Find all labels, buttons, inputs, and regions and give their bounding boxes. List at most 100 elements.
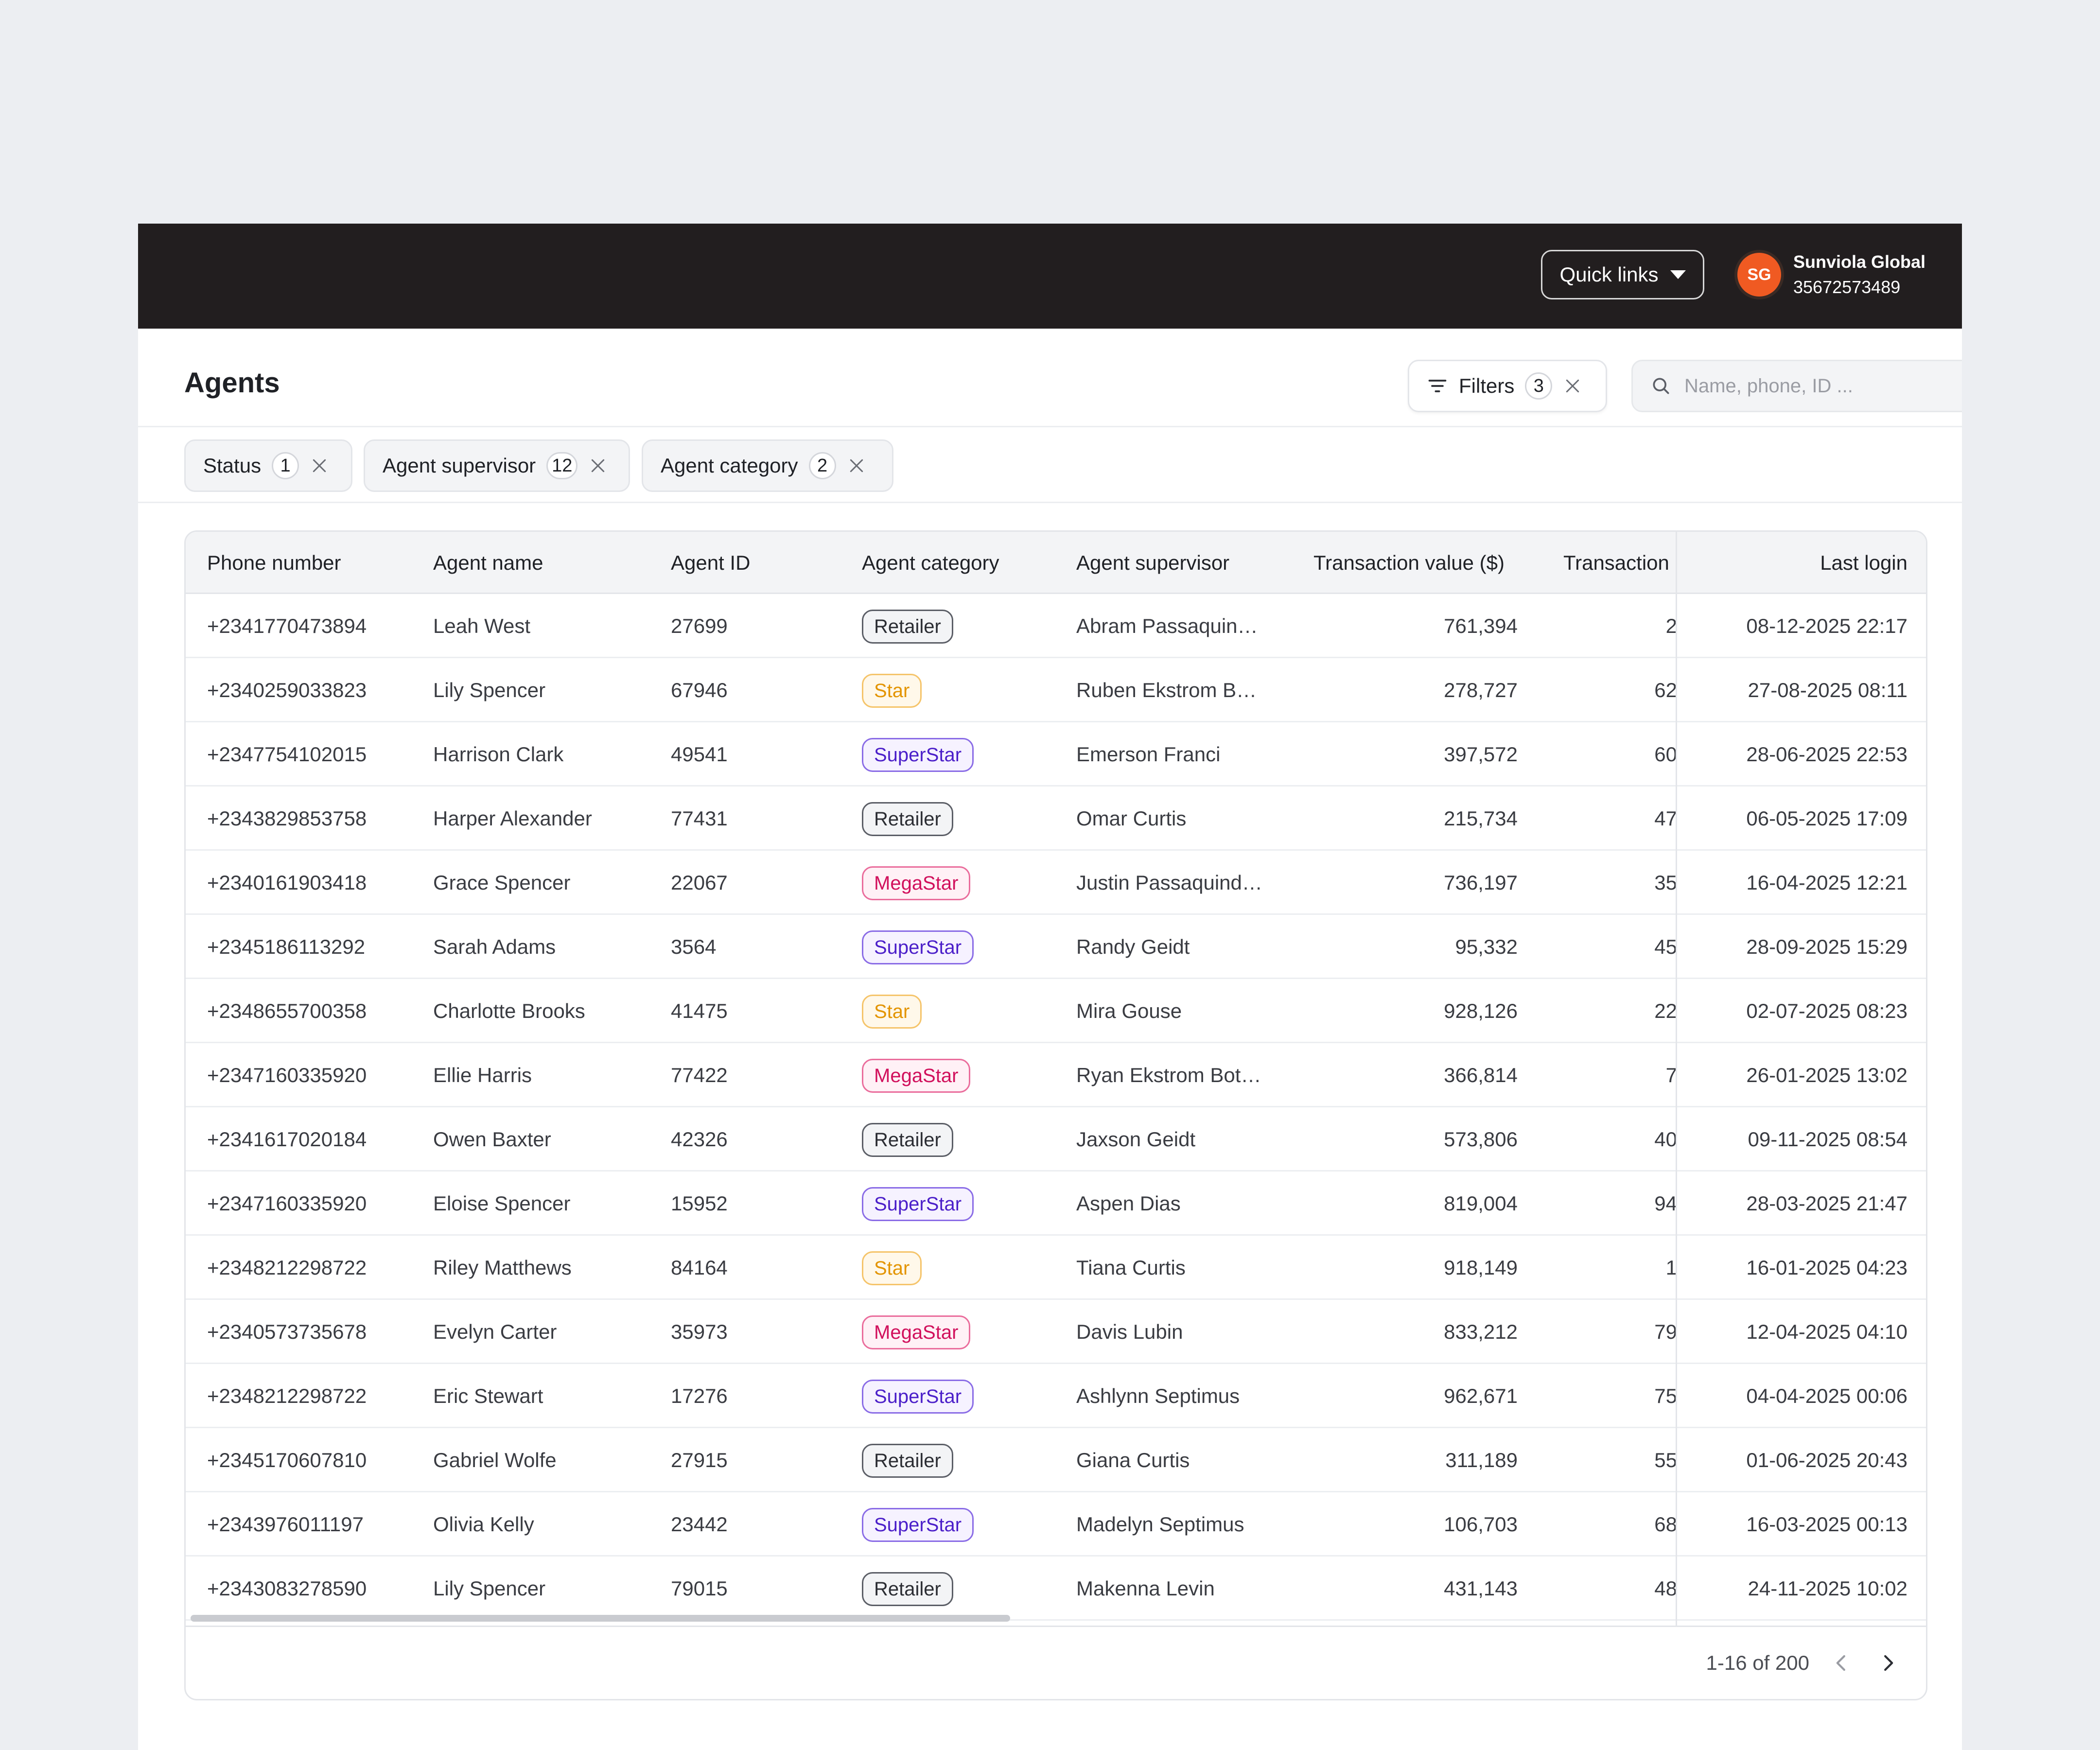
last-login-row: 16-01-2025 04:23 xyxy=(1677,1236,1926,1300)
chevron-left-icon[interactable] xyxy=(1828,1649,1855,1677)
cell-agent-supervisor: Jaxson Geidt xyxy=(1076,1128,1196,1151)
filter-chip-status[interactable]: Status 1 xyxy=(184,439,352,492)
category-badge: MegaStar xyxy=(862,866,971,900)
cell-transaction: 48 xyxy=(1654,1577,1677,1600)
chevron-right-icon[interactable] xyxy=(1874,1649,1902,1677)
last-login-row: 28-06-2025 22:53 xyxy=(1677,722,1926,787)
column-header-agent-category[interactable]: Agent category xyxy=(862,551,999,574)
quick-links-button[interactable]: Quick links xyxy=(1541,250,1704,299)
cell-agent-name: Leah West xyxy=(433,614,531,637)
cell-agent-name: Charlotte Brooks xyxy=(433,999,585,1022)
chip-label: Agent supervisor xyxy=(383,454,536,477)
cell-transaction: 79 xyxy=(1654,1320,1677,1343)
table-row[interactable]: +2348212298722 Riley Matthews 84164 Tiana C… xyxy=(186,1236,1926,1300)
table-row[interactable]: +2343829853758 Harper Alexander 77431 Omar … xyxy=(186,787,1926,851)
cell-transaction: 1 xyxy=(1665,1256,1677,1279)
filter-chip-agent-category[interactable]: Agent category 2 xyxy=(642,439,893,492)
table-row[interactable]: +2343083278590 Lily Spencer 79015 Makenna L… xyxy=(186,1557,1926,1621)
category-badge: Retailer xyxy=(862,1123,953,1157)
pagination-range: 1-16 of 200 xyxy=(1706,1651,1809,1674)
cell-agent-id: 49541 xyxy=(671,743,728,766)
cell-last-login: 09-11-2025 08:54 xyxy=(1748,1128,1908,1151)
cell-transaction-value: 311,189 xyxy=(1445,1449,1518,1471)
horizontal-scrollbar[interactable] xyxy=(191,1615,1010,1622)
table-row[interactable]: +2340161903418 Grace Spencer 22067 Justin P… xyxy=(186,851,1926,915)
cell-agent-id: 27915 xyxy=(671,1449,728,1471)
cell-transaction-value: 278,727 xyxy=(1444,679,1518,701)
clear-filters-icon[interactable] xyxy=(1563,376,1582,396)
category-badge: Retailer xyxy=(862,610,953,644)
filter-chip-agent-supervisor[interactable]: Agent supervisor 12 xyxy=(364,439,630,492)
cell-agent-name: Olivia Kelly xyxy=(433,1513,534,1536)
remove-chip-icon[interactable] xyxy=(847,456,866,475)
column-header-agent-id[interactable]: Agent ID xyxy=(671,551,751,574)
cell-agent-id: 35973 xyxy=(671,1320,728,1343)
last-login-row: 06-05-2025 17:09 xyxy=(1677,787,1926,851)
sticky-column-last-login: Last login 08-12-2025 22:17 27-08-2025 08… xyxy=(1676,532,1926,1626)
table-row[interactable]: +2347754102015 Harrison Clark 49541 Emerson… xyxy=(186,722,1926,787)
cell-last-login: 27-08-2025 08:11 xyxy=(1748,679,1908,701)
agents-table: Phone number Agent name Agent ID Agent c… xyxy=(184,530,1927,1700)
avatar[interactable]: SG xyxy=(1737,253,1781,297)
cell-phone: +2348212298722 xyxy=(207,1256,367,1279)
table-row[interactable]: +2347160335920 Eloise Spencer 15952 Aspen D… xyxy=(186,1172,1926,1236)
chip-count: 12 xyxy=(546,452,578,479)
cell-phone: +2340161903418 xyxy=(207,871,367,894)
table-row[interactable]: +2341770473894 Leah West 27699 Abram Passaq… xyxy=(186,594,1926,658)
cell-agent-name: Owen Baxter xyxy=(433,1128,551,1151)
cell-transaction-value: 215,734 xyxy=(1444,807,1518,830)
cell-transaction: 47 xyxy=(1654,807,1677,830)
cell-transaction-value: 918,149 xyxy=(1444,1256,1518,1279)
last-login-row: 08-12-2025 22:17 xyxy=(1677,594,1926,658)
column-header-transaction[interactable]: Transaction xyxy=(1563,551,1669,574)
category-badge: Star xyxy=(862,674,922,708)
table-row[interactable]: +2340573735678 Evelyn Carter 35973 Davis Lu… xyxy=(186,1300,1926,1364)
table-row[interactable]: +2348212298722 Eric Stewart 17276 Ashlynn S… xyxy=(186,1364,1926,1428)
table-row[interactable]: +2348655700358 Charlotte Brooks 41475 Mira … xyxy=(186,979,1926,1043)
cell-agent-supervisor: Makenna Levin xyxy=(1076,1577,1215,1600)
cell-transaction-value: 397,572 xyxy=(1444,743,1518,766)
chip-label: Agent category xyxy=(661,454,798,477)
cell-last-login: 16-03-2025 00:13 xyxy=(1746,1513,1908,1536)
cell-transaction-value: 962,671 xyxy=(1444,1384,1518,1407)
cell-phone: +2347160335920 xyxy=(207,1064,367,1086)
table-row[interactable]: +2347160335920 Ellie Harris 77422 Ryan Ekst… xyxy=(186,1043,1926,1107)
sticky-header-cell: Last login xyxy=(1677,532,1926,594)
column-header-last-login[interactable]: Last login xyxy=(1820,551,1908,574)
column-header-transaction-value[interactable]: Transaction value ($) xyxy=(1313,551,1505,574)
table-row[interactable]: +2341617020184 Owen Baxter 42326 Jaxson Gei… xyxy=(186,1107,1926,1172)
cell-agent-supervisor: Emerson Franci xyxy=(1076,743,1221,766)
page-title: Agents xyxy=(184,367,280,399)
column-header-agent-name[interactable]: Agent name xyxy=(433,551,543,574)
cell-transaction: 55 xyxy=(1654,1449,1677,1471)
remove-chip-icon[interactable] xyxy=(588,456,608,475)
cell-agent-id: 79015 xyxy=(671,1577,728,1600)
cell-phone: +2343083278590 xyxy=(207,1577,367,1600)
cell-agent-id: 3564 xyxy=(671,935,717,958)
app-window: Quick links SG Sunviola Global 356725734… xyxy=(138,224,1962,1750)
column-header-phone[interactable]: Phone number xyxy=(207,551,341,574)
table-row[interactable]: +2345186113292 Sarah Adams 3564 Randy Geidt… xyxy=(186,915,1926,979)
last-login-row: 16-04-2025 12:21 xyxy=(1677,851,1926,915)
column-header-agent-supervisor[interactable]: Agent supervisor xyxy=(1076,551,1230,574)
cell-agent-supervisor: Tiana Curtis xyxy=(1076,1256,1186,1279)
table-row[interactable]: +2340259033823 Lily Spencer 67946 Ruben Eks… xyxy=(186,658,1926,722)
cell-agent-name: Riley Matthews xyxy=(433,1256,572,1279)
table-row[interactable]: +2343976011197 Olivia Kelly 23442 Madelyn S… xyxy=(186,1492,1926,1557)
table-row[interactable]: +2345170607810 Gabriel Wolfe 27915 Giana Cu… xyxy=(186,1428,1926,1492)
last-login-row: 01-06-2025 20:43 xyxy=(1677,1428,1926,1492)
cell-agent-id: 77431 xyxy=(671,807,728,830)
cell-agent-supervisor: Abram Passaquind… xyxy=(1076,614,1266,637)
remove-chip-icon[interactable] xyxy=(310,456,329,475)
cell-transaction-value: 431,143 xyxy=(1444,1577,1518,1600)
cell-last-login: 24-11-2025 10:02 xyxy=(1748,1577,1908,1600)
cell-agent-name: Gabriel Wolfe xyxy=(433,1449,557,1471)
filters-button[interactable]: Filters 3 xyxy=(1408,360,1607,412)
cell-phone: +2343829853758 xyxy=(207,807,367,830)
search-box xyxy=(1631,360,1962,412)
cell-agent-name: Eloise Spencer xyxy=(433,1192,571,1215)
cell-agent-supervisor: Madelyn Septimus xyxy=(1076,1513,1244,1536)
cell-last-login: 16-01-2025 04:23 xyxy=(1746,1256,1908,1279)
cell-agent-name: Ellie Harris xyxy=(433,1064,532,1086)
search-input[interactable] xyxy=(1683,374,1962,398)
